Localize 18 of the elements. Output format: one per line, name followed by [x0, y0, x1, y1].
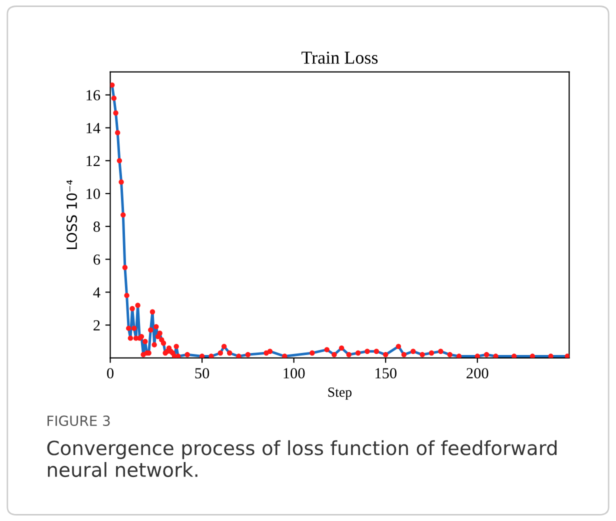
y-tick-label: 6 — [94, 254, 100, 265]
y-tick-label: 14 — [86, 123, 100, 134]
x-axis-title: Step — [328, 388, 352, 400]
y-tick-label: 4 — [93, 287, 100, 298]
x-tick-label: 200 — [466, 368, 488, 378]
chart-title: Train Loss — [302, 52, 378, 64]
x-tick-label: 100 — [284, 368, 305, 378]
x-tick-label: 150 — [376, 368, 396, 378]
caption: FIGURE 3 — [48, 416, 110, 426]
text: Convergence process of loss function of feedforward neural network. — [47, 440, 557, 478]
y-tick-label: 2 — [94, 320, 100, 330]
y-tick-label: 16 — [86, 90, 100, 100]
y-tick-label: 12 — [86, 156, 100, 166]
x-tick-label: 0 — [107, 368, 114, 378]
y-axis-title: LOSS 10⁻⁴ — [66, 180, 78, 249]
y-tick-label: 10 — [86, 188, 100, 199]
x-tick-label: 50 — [195, 368, 210, 378]
y-tick-label: 8 — [93, 222, 100, 232]
